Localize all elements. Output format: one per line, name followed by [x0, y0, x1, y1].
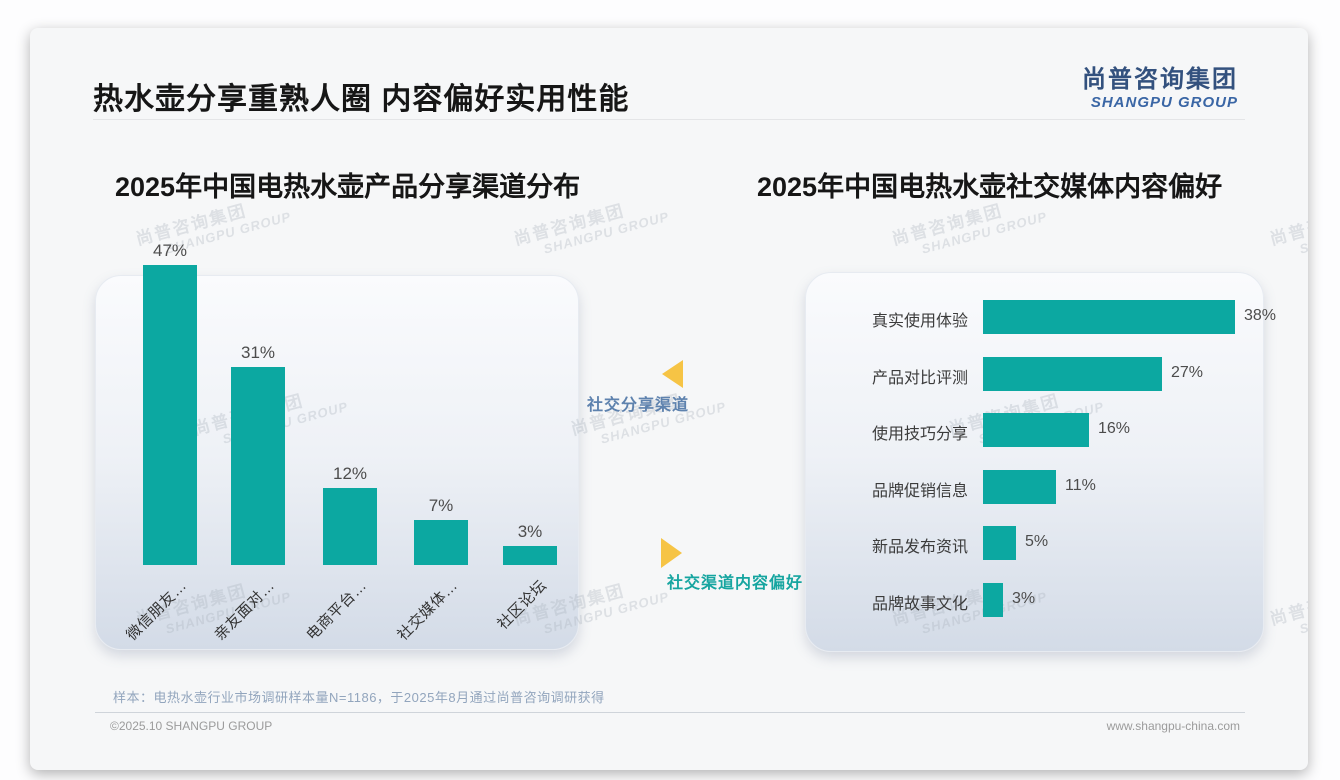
bar-category-label: 品牌故事文化	[871, 596, 968, 613]
bar-category-label: 真实使用体验	[871, 313, 968, 330]
bar	[503, 546, 557, 565]
right-chart-annotation: 社交渠道内容偏好	[667, 575, 804, 592]
right-chart: 真实使用体验 38% 产品对比评测 27% 使用技巧分享 16% 品牌促销信息 11% 新品发布…	[30, 28, 1308, 770]
bar-value-label: 3%	[1012, 590, 1036, 607]
bar-category-label: 新品发布资讯	[871, 539, 968, 556]
logo-english-text: SHANGPU GROUP	[1090, 94, 1238, 111]
arrow-right-icon	[661, 538, 682, 568]
bar-value-label: 38%	[1244, 307, 1277, 324]
logo-chinese-text: 尚普咨询集团	[1082, 66, 1238, 93]
slide-card: 尚普咨询集团 SHANGPU GROUP 尚普咨询集团 SHANGPU GROUP 尚普…	[30, 28, 1308, 770]
title-divider	[93, 119, 1245, 120]
arrow-left-icon	[662, 360, 683, 388]
bar-value-label: 31%	[240, 343, 276, 362]
bar-value-label: 7%	[428, 496, 454, 515]
bar-value-label: 47%	[152, 241, 188, 260]
company-logo: 尚普咨询集团 SHANGPU GROUP	[1082, 59, 1238, 111]
right-chart-title: 2025年中国电热水壶社交媒体内容偏好	[757, 172, 1223, 202]
bar-value-label: 12%	[332, 464, 368, 483]
bar-value-label: 5%	[1025, 533, 1049, 550]
bar	[983, 526, 1016, 560]
left-chart-annotation: 社交分享渠道	[587, 397, 690, 414]
bar-category-label: 使用技巧分享	[871, 426, 968, 443]
right-chart-panel	[805, 272, 1264, 652]
bar-category-label: 品牌促销信息	[871, 483, 968, 500]
page-title: 热水壶分享重熟人圈 内容偏好实用性能	[93, 83, 630, 116]
bar-value-label: 16%	[1098, 420, 1131, 437]
bar-value-label: 3%	[517, 522, 543, 541]
bar	[983, 470, 1056, 504]
website-url: www.shangpu-china.com	[1106, 719, 1240, 733]
copyright-text: ©2025.10 SHANGPU GROUP	[110, 719, 273, 733]
bar	[323, 488, 377, 565]
left-chart: 47% 微信朋友… 31% 亲友面对… 12% 电商平台… 7% 社交媒体… 3% 社区论坛	[30, 28, 1308, 770]
bar	[983, 413, 1089, 447]
bar-category-label: 产品对比评测	[871, 370, 968, 387]
bar-value-label: 11%	[1065, 477, 1096, 494]
bar-value-label: 27%	[1171, 364, 1204, 381]
bar	[143, 265, 197, 565]
left-chart-title: 2025年中国电热水壶产品分享渠道分布	[115, 172, 581, 202]
sample-note: 样本：电热水壶行业市场调研样本量N=1186，于2025年8月通过尚普咨询调研获…	[113, 690, 605, 705]
footer-divider	[95, 712, 1245, 713]
bar	[983, 300, 1235, 334]
bar	[414, 520, 468, 565]
bar	[231, 367, 285, 565]
bar	[983, 583, 1003, 617]
bar	[983, 357, 1162, 391]
